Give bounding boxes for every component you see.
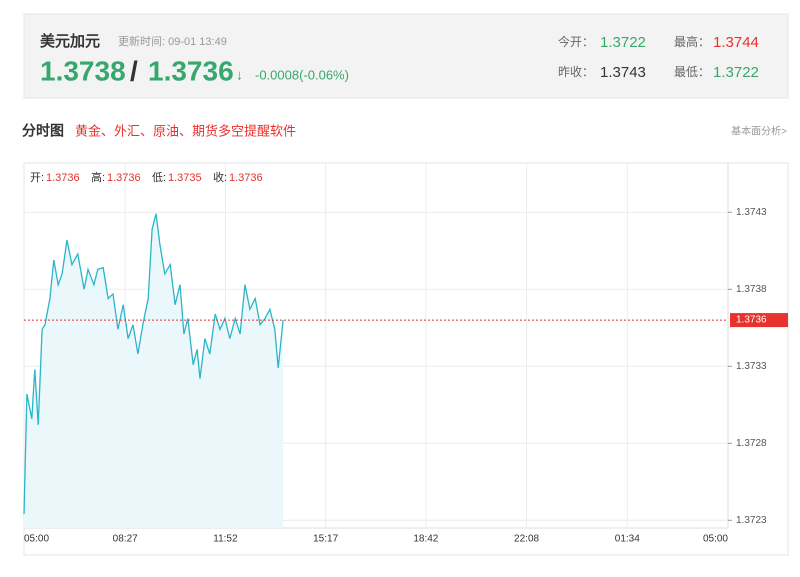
change-arrow: ↓ — [236, 67, 243, 83]
y-tick-label: 1.3723 — [736, 515, 767, 526]
area — [24, 213, 284, 529]
x-tick-label: 15:17 — [313, 534, 338, 545]
stat-value: 1.3722 — [600, 34, 646, 51]
ohlc-label: 高: — [91, 170, 105, 184]
ohlc-value: 1.3735 — [168, 172, 202, 184]
promo-link[interactable]: 黄金、外汇、原油、期货多空提醒软件 — [75, 123, 296, 138]
quote-panel — [23, 13, 789, 99]
stat-label: 最低： — [674, 65, 710, 79]
x-tick-label: 05:00 — [703, 534, 728, 545]
price-separator: / — [130, 55, 138, 86]
update-time: 更新时间: 09-01 13:49 — [118, 34, 227, 48]
x-tick-label: 11:52 — [213, 534, 238, 545]
stat-label: 昨收： — [558, 65, 594, 79]
x-tick-label: 05:00 — [24, 534, 49, 545]
y-tick-label: 1.3728 — [736, 438, 767, 449]
plot: 1.3743 1.3738 1.3733 1.3728 1.3723 05:00 08:27… — [23, 163, 788, 545]
pair-title: 美元加元 — [40, 32, 100, 50]
stat-value: 1.3722 — [713, 64, 759, 81]
y-tick-label: 1.3733 — [736, 361, 767, 372]
y-tick-label: 1.3743 — [736, 207, 767, 218]
y-tick-label: 1.3738 — [736, 284, 767, 295]
x-tick-label: 08:27 — [113, 534, 138, 545]
ohlc-label: 低: — [152, 171, 166, 184]
stat-label: 最高： — [674, 34, 710, 49]
section-title: 分时图 — [22, 123, 64, 139]
price-change: -0.0008(-0.06%) — [255, 67, 349, 82]
x-tick-label: 18:42 — [413, 534, 438, 545]
x-tick-label: 01:34 — [615, 534, 640, 545]
ohlc-value: 1.3736 — [107, 172, 141, 184]
chart-frame — [23, 162, 789, 556]
ohlc-value: 1.3736 — [46, 172, 80, 184]
price-line — [23, 213, 284, 515]
stat-label: 今开： — [558, 34, 594, 49]
ohlc-value: 1.3736 — [229, 172, 263, 184]
ask-price: 1.3736 — [148, 55, 234, 86]
last-price-tag — [730, 313, 788, 328]
x-tick-label: 22:08 — [514, 534, 539, 545]
stat-value: 1.3743 — [600, 64, 646, 81]
ohlc-label: 开: — [30, 172, 44, 184]
last-price-label: 1.3736 — [736, 315, 767, 326]
stat-value: 1.3744 — [713, 34, 759, 51]
bid-price: 1.3738 — [40, 55, 126, 86]
analysis-link[interactable]: 基本面分析> — [731, 125, 787, 138]
ohlc-label: 收: — [213, 170, 227, 184]
